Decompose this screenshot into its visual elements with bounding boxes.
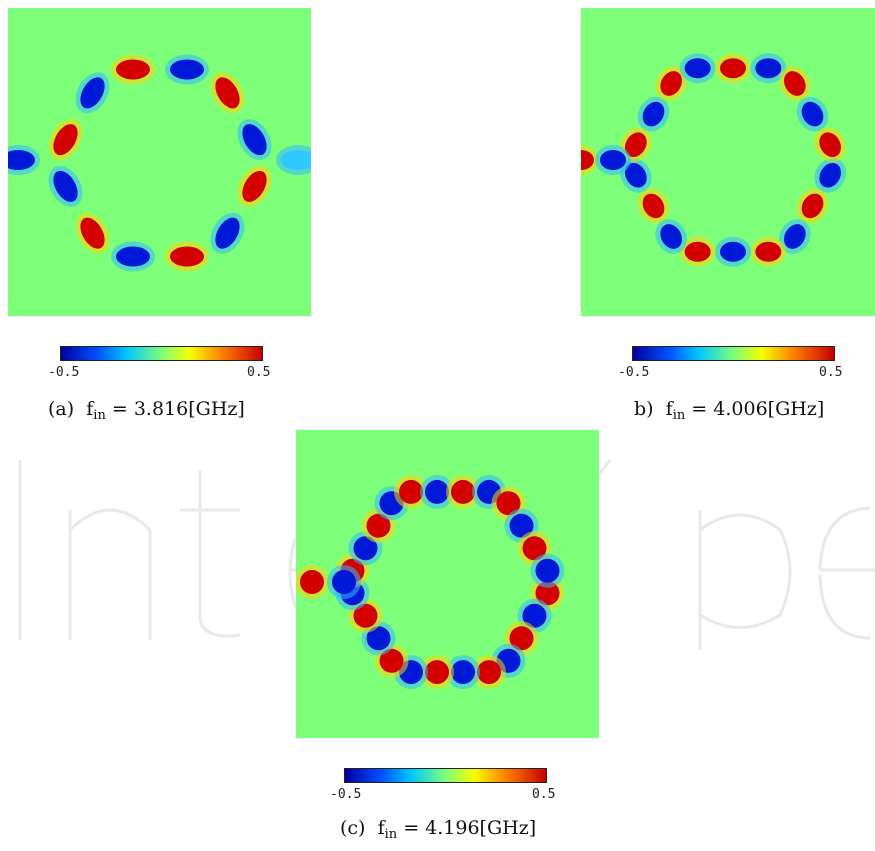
field-c-port-lobe: [332, 570, 356, 594]
colorbar-b: [632, 346, 835, 361]
field-c-lobe: [509, 626, 534, 651]
field-c-lobe: [535, 558, 560, 583]
colorbar-a-min: -0.5: [48, 365, 80, 380]
caption-c-value: 4.196[GHz]: [425, 817, 537, 839]
caption-a-sub: in: [93, 408, 106, 423]
field-c-lobe: [522, 603, 547, 628]
caption-b-value: 4.006[GHz]: [713, 398, 825, 420]
field-b-port-lobe: [600, 150, 626, 170]
field-plot-a: [8, 8, 311, 316]
field-svg-a: [8, 54, 311, 272]
field-c-lobe: [425, 479, 449, 504]
caption-b-eq: =: [691, 398, 708, 420]
field-b-lobe: [684, 241, 711, 262]
caption-b-var: f: [665, 398, 673, 420]
field-b-lobe: [684, 58, 711, 79]
field-b-lobe: [720, 58, 746, 79]
field-a-lobe: [242, 170, 267, 202]
field-plot-b: [581, 8, 875, 316]
caption-c: (c) fin = 4.196[GHz]: [340, 817, 536, 842]
colorbar-b-max: 0.5: [819, 365, 843, 380]
field-b-port-lobe: [581, 150, 594, 170]
field-a-lobe: [170, 59, 204, 80]
field-b-lobe: [720, 241, 746, 262]
field-c-lobe: [399, 479, 423, 504]
caption-a-label: (a): [48, 398, 75, 420]
caption-c-eq: =: [403, 817, 420, 839]
field-svg-b: [581, 53, 846, 267]
field-b-lobe: [784, 71, 806, 96]
colorbar-c-min: -0.5: [330, 787, 362, 802]
caption-a-var: f: [86, 398, 94, 420]
field-c-lobe: [353, 536, 378, 561]
field-c-lobe: [535, 581, 560, 606]
colorbar-a-max: 0.5: [247, 365, 271, 380]
colorbar-c-max: 0.5: [532, 787, 556, 802]
caption-a-value: 3.816[GHz]: [133, 398, 245, 420]
caption-c-var: f: [377, 817, 385, 839]
field-b-lobe: [801, 193, 824, 219]
caption-b-sub: in: [672, 408, 686, 423]
field-c-lobe: [451, 660, 475, 685]
field-a-lobe: [215, 217, 240, 249]
field-a-lobe: [80, 77, 105, 109]
field-a-lobe: [116, 59, 150, 80]
field-c-lobe: [477, 660, 501, 685]
field-a-lobe: [170, 246, 204, 267]
field-b-lobe: [625, 162, 647, 188]
field-b-lobe: [642, 101, 665, 127]
field-b-lobe: [660, 224, 682, 249]
caption-c-label: (c): [340, 817, 366, 839]
caption-b-label: b): [634, 398, 654, 420]
field-plot-c: [296, 430, 599, 738]
caption-c-sub: in: [384, 827, 398, 842]
field-b-lobe: [755, 58, 782, 79]
field-b-lobe: [755, 241, 782, 262]
field-b-lobe: [642, 193, 665, 219]
field-a-lobe: [80, 217, 105, 249]
field-c-lobe: [379, 648, 404, 673]
field-c-lobe: [425, 660, 449, 685]
field-b-lobe: [819, 162, 841, 188]
colorbar-b-min: -0.5: [618, 365, 650, 380]
field-b-lobe: [801, 101, 824, 127]
field-c-lobe: [509, 513, 534, 538]
field-a-lobe: [242, 124, 267, 156]
caption-a-eq: =: [111, 398, 128, 420]
caption-b: b) fin = 4.006[GHz]: [634, 398, 824, 423]
field-a-lobe: [53, 124, 78, 156]
field-b-lobe: [660, 71, 682, 96]
field-c-lobe: [496, 491, 521, 516]
field-b-lobe: [784, 224, 806, 249]
colorbar-c: [344, 768, 547, 783]
field-c-lobe: [451, 479, 475, 504]
colorbar-a: [60, 346, 263, 361]
field-c-lobe: [366, 626, 391, 651]
field-a-lobe: [215, 77, 240, 109]
field-c-lobe: [522, 536, 547, 561]
field-b-lobe: [819, 132, 841, 158]
field-a-port-lobe: [8, 150, 35, 170]
field-svg-c: [296, 474, 565, 690]
field-a-lobe: [116, 246, 150, 267]
field-a-port-lobe: [281, 150, 311, 170]
caption-a: (a) fin = 3.816[GHz]: [48, 398, 245, 423]
field-a-lobe: [53, 170, 78, 202]
field-b-lobe: [625, 132, 647, 158]
field-c-lobe: [366, 513, 391, 538]
field-c-port-lobe: [300, 570, 324, 594]
field-c-lobe: [353, 603, 378, 628]
